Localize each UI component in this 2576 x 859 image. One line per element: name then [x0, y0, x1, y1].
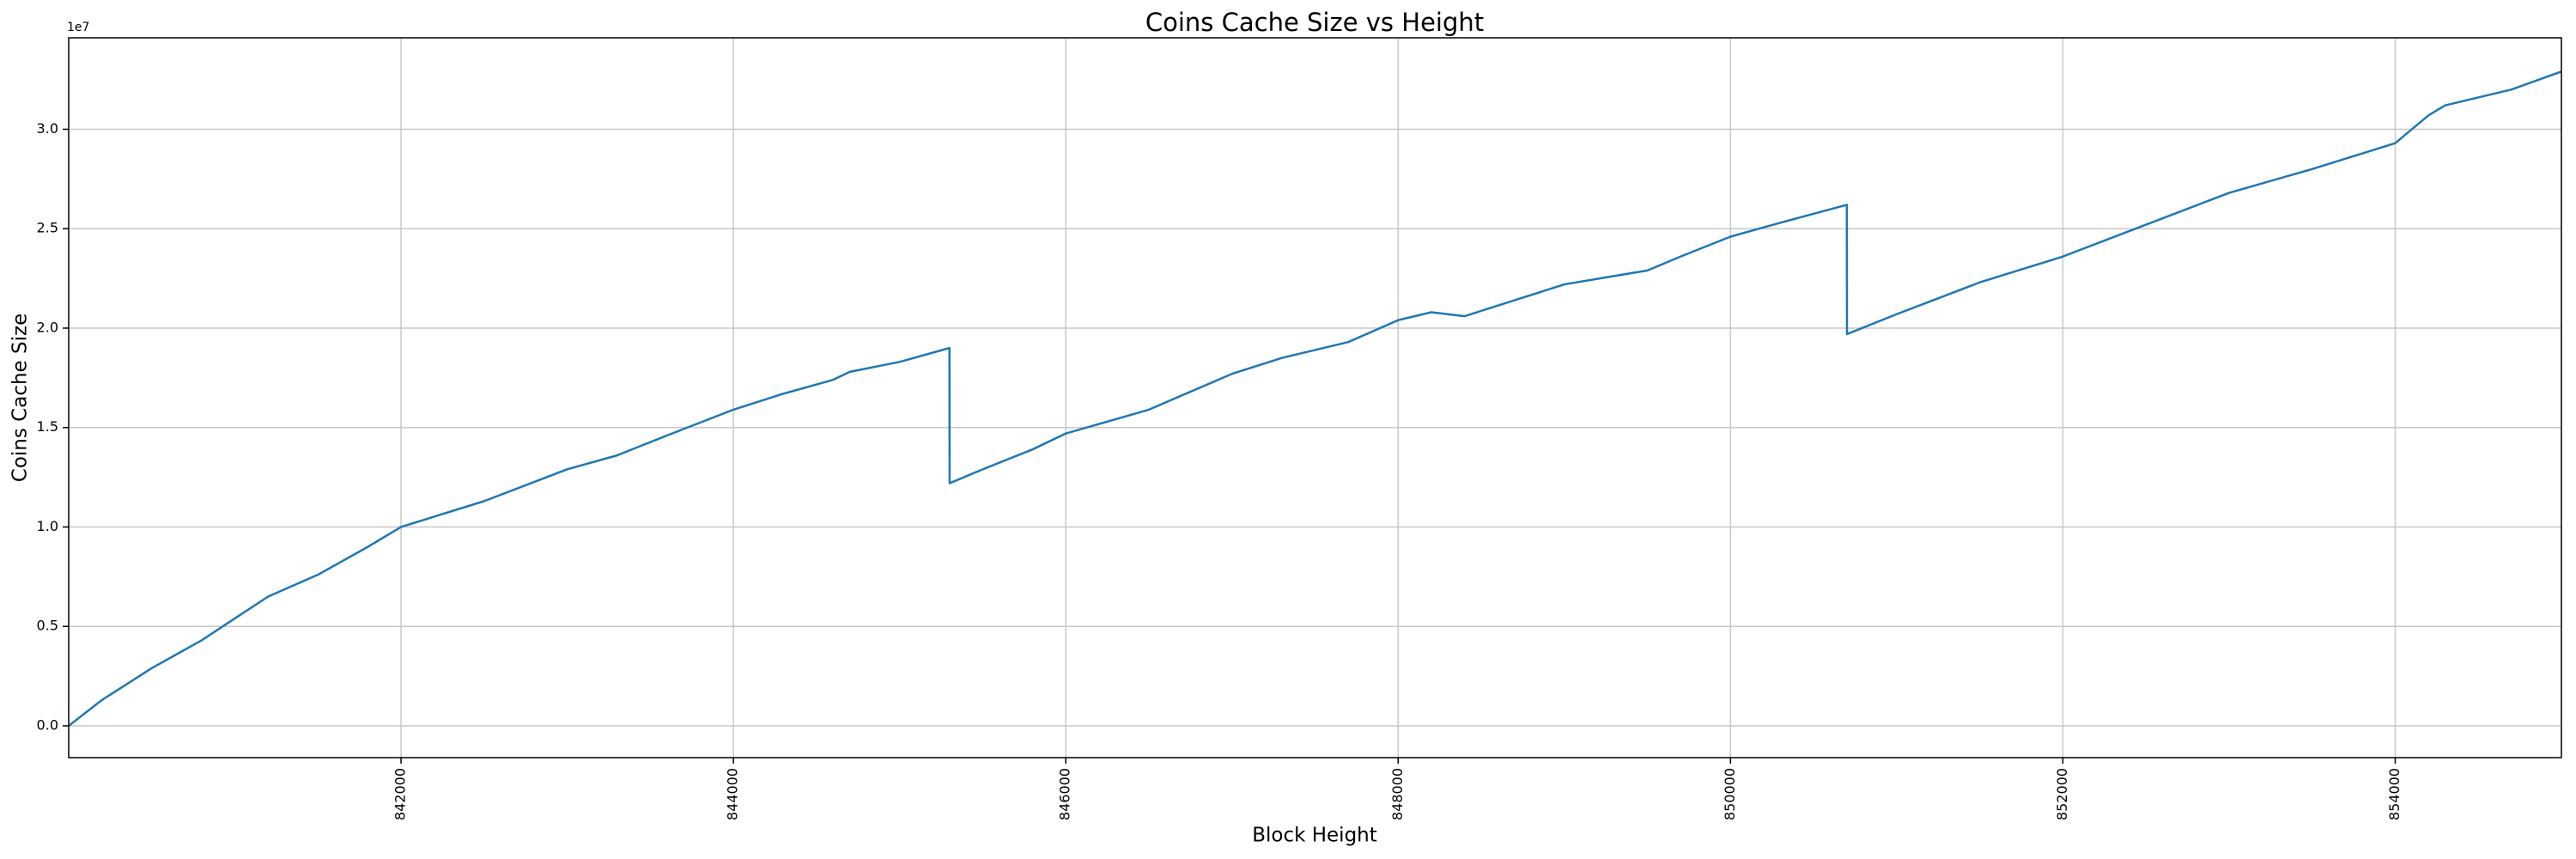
x-tick-label: 842000 — [392, 768, 409, 820]
x-tick-label: 846000 — [1057, 768, 1073, 820]
x-axis-label: Block Height — [1252, 825, 1377, 847]
x-tick-label: 850000 — [1722, 768, 1738, 820]
chart-title: Coins Cache Size vs Height — [1145, 8, 1484, 37]
offset-label: 1e7 — [67, 21, 89, 34]
y-tick-label: 1.0 — [37, 518, 58, 534]
y-tick-label: 0.5 — [37, 618, 58, 634]
y-tick-label: 2.5 — [37, 220, 58, 236]
x-tick-label: 852000 — [2054, 768, 2070, 820]
x-tick-label: 854000 — [2386, 768, 2403, 820]
y-tick-label: 3.0 — [37, 120, 58, 137]
y-tick-label: 0.0 — [37, 716, 58, 733]
y-tick-label: 2.0 — [37, 319, 58, 335]
y-axis-label: Coins Cache Size — [9, 314, 32, 482]
y-tick-label: 1.5 — [37, 418, 58, 435]
x-tick-label: 848000 — [1389, 768, 1406, 820]
plot-frame — [68, 37, 2562, 758]
x-tick-label: 844000 — [725, 768, 741, 820]
data-line — [68, 70, 2562, 727]
